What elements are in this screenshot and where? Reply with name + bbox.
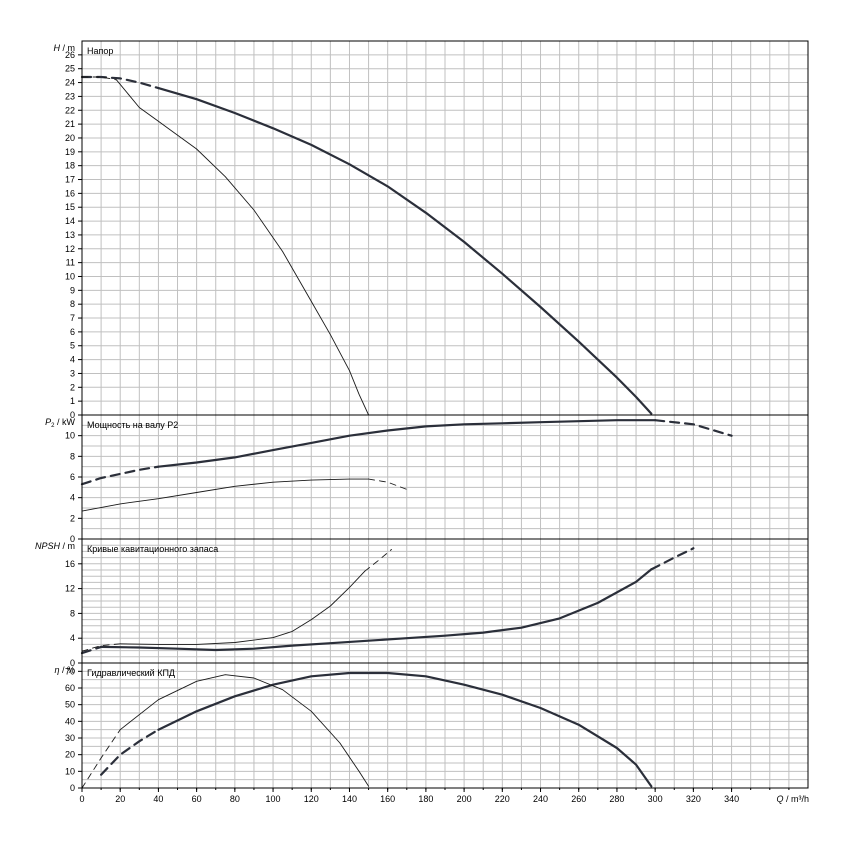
y-tick-label: 8 [70, 451, 75, 461]
series-head-2 [81, 76, 117, 81]
x-tick-label: 340 [724, 794, 739, 804]
x-tick-label: 240 [533, 794, 548, 804]
y-tick-label: 0 [70, 783, 75, 793]
y-tick-label: 3 [70, 368, 75, 378]
labels: 0123456789101112131415161718192021222324… [35, 43, 809, 804]
panel-title-eff: Гидравлический КПД [87, 668, 175, 678]
series-eff-0 [99, 728, 160, 776]
y-tick-label: 10 [65, 766, 75, 776]
y-tick-label: 12 [65, 244, 75, 254]
y-tick-label: 50 [65, 700, 75, 710]
x-tick-label: 20 [115, 794, 125, 804]
y-axis-label-head: H / m [54, 43, 76, 53]
x-tick-label: 280 [609, 794, 624, 804]
y-tick-label: 2 [70, 513, 75, 523]
y-tick-label: 17 [65, 175, 75, 185]
series-npsh-1 [99, 568, 653, 652]
panel-title-npsh: Кривые кавитационного запаса [87, 544, 218, 554]
x-tick-label: 0 [79, 794, 84, 804]
series-head-0 [80, 75, 160, 90]
y-tick-label: 8 [70, 608, 75, 618]
series-power-2 [654, 419, 733, 437]
panel-title-head: Напор [87, 46, 113, 56]
y-tick-label: 70 [65, 666, 75, 676]
y-tick-label: 6 [70, 327, 75, 337]
x-tick-label: 180 [418, 794, 433, 804]
series-eff-1 [157, 671, 653, 788]
y-tick-label: 0 [70, 410, 75, 420]
y-tick-label: 13 [65, 230, 75, 240]
x-tick-label: 80 [230, 794, 240, 804]
y-tick-label: 26 [65, 50, 75, 60]
y-tick-label: 15 [65, 202, 75, 212]
series-power-1 [157, 419, 657, 468]
y-tick-label: 10 [65, 431, 75, 441]
series-npsh-3 [81, 643, 121, 652]
y-tick-label: 16 [65, 188, 75, 198]
y-tick-label: 2 [70, 382, 75, 392]
y-axis-label-power: P2 / kW [45, 417, 75, 429]
y-tick-label: 4 [70, 493, 75, 503]
y-tick-label: 5 [70, 341, 75, 351]
y-tick-label: 8 [70, 299, 75, 309]
x-tick-label: 140 [342, 794, 357, 804]
series-npsh-4 [119, 570, 366, 645]
y-axis-label-eff: η / % [54, 665, 75, 675]
series-head-1 [157, 86, 653, 415]
y-tick-label: 11 [66, 258, 75, 268]
x-tick-label: 320 [686, 794, 701, 804]
series-head-3 [115, 79, 370, 416]
y-tick-label: 18 [65, 161, 75, 171]
y-tick-label: 40 [65, 716, 75, 726]
y-tick-label: 20 [65, 750, 75, 760]
y-tick-label: 12 [65, 584, 75, 594]
series-npsh-5 [364, 549, 392, 572]
series-npsh-2 [650, 547, 695, 571]
y-tick-label: 21 [65, 119, 75, 129]
series-npsh-0 [80, 645, 103, 655]
panel-title-power: Мощность на валу P2 [87, 420, 178, 430]
y-tick-label: 6 [70, 472, 75, 482]
y-tick-label: 16 [65, 559, 75, 569]
y-tick-label: 4 [70, 355, 75, 365]
y-tick-label: 60 [65, 683, 75, 693]
y-tick-label: 30 [65, 733, 75, 743]
x-tick-label: 120 [304, 794, 319, 804]
y-tick-label: 25 [65, 64, 75, 74]
y-axis-label-npsh: NPSH / m [35, 541, 75, 551]
y-tick-label: 10 [65, 271, 75, 281]
y-tick-label: 23 [65, 91, 75, 101]
y-tick-label: 14 [65, 216, 75, 226]
panel-frames [78, 40, 809, 792]
y-tick-label: 0 [70, 658, 75, 668]
series-power-4 [368, 478, 408, 490]
y-tick-label: 1 [70, 396, 75, 406]
y-tick-label: 20 [65, 133, 75, 143]
x-tick-label: 300 [648, 794, 663, 804]
x-tick-label: 220 [495, 794, 510, 804]
series-power-0 [80, 465, 160, 486]
series-power-3 [81, 478, 370, 512]
curves [80, 75, 733, 789]
x-axis-label: Q / m³/h [776, 794, 809, 804]
y-tick-label: 4 [70, 633, 75, 643]
x-tick-label: 160 [380, 794, 395, 804]
series-eff-3 [119, 674, 370, 787]
y-tick-label: 24 [65, 78, 75, 88]
y-tick-label: 7 [70, 313, 75, 323]
x-tick-label: 60 [192, 794, 202, 804]
x-tick-label: 100 [266, 794, 281, 804]
grid [82, 41, 808, 788]
y-tick-label: 22 [65, 105, 75, 115]
y-tick-label: 19 [65, 147, 75, 157]
x-tick-label: 40 [153, 794, 163, 804]
x-tick-label: 200 [457, 794, 472, 804]
y-tick-label: 0 [70, 534, 75, 544]
y-tick-label: 9 [70, 285, 75, 295]
x-tick-label: 260 [571, 794, 586, 804]
series-eff-2 [81, 729, 121, 789]
